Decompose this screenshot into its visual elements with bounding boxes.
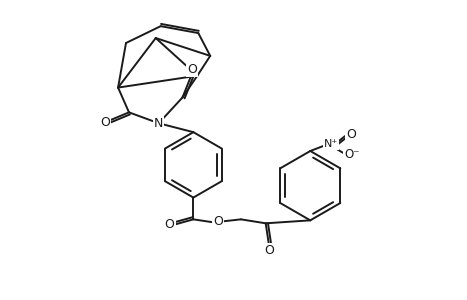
- Text: O: O: [265, 244, 275, 256]
- Text: N: N: [154, 117, 163, 130]
- Text: O: O: [213, 215, 223, 228]
- Text: O: O: [165, 218, 175, 231]
- Text: O⁻: O⁻: [344, 148, 360, 161]
- Text: N⁺: N⁺: [324, 139, 338, 149]
- Text: O: O: [346, 128, 356, 141]
- Text: O: O: [100, 116, 110, 129]
- Text: O: O: [187, 63, 198, 76]
